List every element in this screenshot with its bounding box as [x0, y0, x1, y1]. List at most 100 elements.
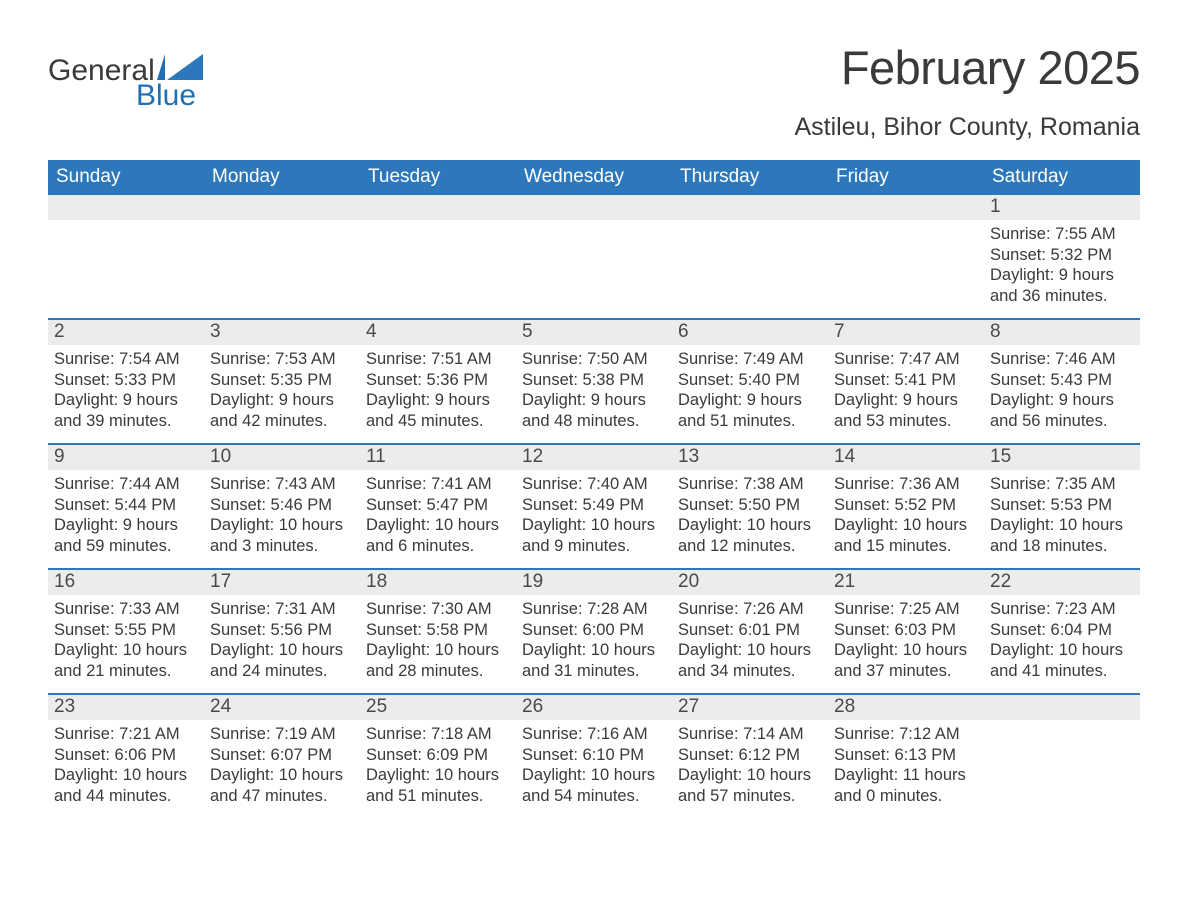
- day-number: 28: [828, 695, 984, 720]
- daybody-strip: Sunrise: 7:55 AMSunset: 5:32 PMDaylight:…: [48, 220, 1140, 318]
- sunset-text: Sunset: 5:38 PM: [522, 370, 666, 391]
- day-cell-body: Sunrise: 7:28 AMSunset: 6:00 PMDaylight:…: [516, 595, 672, 693]
- weekday-heading: Sunday: [48, 160, 204, 195]
- daylight-text-line2: and 9 minutes.: [522, 536, 666, 557]
- daylight-text-line2: and 57 minutes.: [678, 786, 822, 807]
- sunrise-text: Sunrise: 7:16 AM: [522, 724, 666, 745]
- daynum-strip: 2345678: [48, 320, 1140, 345]
- logo-word2: Blue: [48, 82, 203, 109]
- day-cell-body: Sunrise: 7:30 AMSunset: 5:58 PMDaylight:…: [360, 595, 516, 693]
- daylight-text-line1: Daylight: 10 hours: [522, 765, 666, 786]
- daylight-text-line2: and 12 minutes.: [678, 536, 822, 557]
- sunset-text: Sunset: 5:49 PM: [522, 495, 666, 516]
- sunrise-text: Sunrise: 7:40 AM: [522, 474, 666, 495]
- sunset-text: Sunset: 5:36 PM: [366, 370, 510, 391]
- daylight-text-line1: Daylight: 9 hours: [834, 390, 978, 411]
- day-cell-body: [48, 220, 204, 318]
- logo: General Blue: [48, 40, 203, 109]
- daylight-text-line2: and 15 minutes.: [834, 536, 978, 557]
- daylight-text-line1: Daylight: 10 hours: [678, 640, 822, 661]
- calendar-week-row: 2345678Sunrise: 7:54 AMSunset: 5:33 PMDa…: [48, 318, 1140, 443]
- daylight-text-line1: Daylight: 10 hours: [522, 515, 666, 536]
- day-number: 11: [360, 445, 516, 470]
- daylight-text-line1: Daylight: 9 hours: [522, 390, 666, 411]
- day-number: 5: [516, 320, 672, 345]
- day-cell-body: Sunrise: 7:14 AMSunset: 6:12 PMDaylight:…: [672, 720, 828, 818]
- page-header: General Blue February 2025 Astileu, Biho…: [48, 40, 1140, 142]
- daylight-text-line1: Daylight: 10 hours: [54, 765, 198, 786]
- sunrise-text: Sunrise: 7:18 AM: [366, 724, 510, 745]
- day-cell-body: [672, 220, 828, 318]
- day-cell-body: Sunrise: 7:21 AMSunset: 6:06 PMDaylight:…: [48, 720, 204, 818]
- sunset-text: Sunset: 5:55 PM: [54, 620, 198, 641]
- day-cell-body: Sunrise: 7:19 AMSunset: 6:07 PMDaylight:…: [204, 720, 360, 818]
- day-number: 25: [360, 695, 516, 720]
- sunrise-text: Sunrise: 7:35 AM: [990, 474, 1134, 495]
- sunset-text: Sunset: 6:00 PM: [522, 620, 666, 641]
- sunset-text: Sunset: 6:13 PM: [834, 745, 978, 766]
- daylight-text-line1: Daylight: 9 hours: [990, 390, 1134, 411]
- sunrise-text: Sunrise: 7:47 AM: [834, 349, 978, 370]
- daylight-text-line1: Daylight: 9 hours: [210, 390, 354, 411]
- day-number: 17: [204, 570, 360, 595]
- weekday-heading: Saturday: [984, 160, 1140, 195]
- sunrise-text: Sunrise: 7:36 AM: [834, 474, 978, 495]
- weekday-heading: Thursday: [672, 160, 828, 195]
- daylight-text-line2: and 51 minutes.: [366, 786, 510, 807]
- daylight-text-line2: and 41 minutes.: [990, 661, 1134, 682]
- daylight-text-line2: and 51 minutes.: [678, 411, 822, 432]
- daylight-text-line2: and 31 minutes.: [522, 661, 666, 682]
- sunrise-text: Sunrise: 7:46 AM: [990, 349, 1134, 370]
- day-cell-body: [516, 220, 672, 318]
- daylight-text-line1: Daylight: 10 hours: [366, 515, 510, 536]
- day-number: 24: [204, 695, 360, 720]
- sunset-text: Sunset: 5:40 PM: [678, 370, 822, 391]
- day-number: 9: [48, 445, 204, 470]
- daylight-text-line2: and 36 minutes.: [990, 286, 1134, 307]
- day-cell-body: [984, 720, 1140, 818]
- sunset-text: Sunset: 6:04 PM: [990, 620, 1134, 641]
- daylight-text-line2: and 59 minutes.: [54, 536, 198, 557]
- daylight-text-line2: and 48 minutes.: [522, 411, 666, 432]
- sunrise-text: Sunrise: 7:51 AM: [366, 349, 510, 370]
- sunset-text: Sunset: 5:56 PM: [210, 620, 354, 641]
- sunrise-text: Sunrise: 7:14 AM: [678, 724, 822, 745]
- day-cell-body: Sunrise: 7:36 AMSunset: 5:52 PMDaylight:…: [828, 470, 984, 568]
- title-block: February 2025 Astileu, Bihor County, Rom…: [794, 40, 1140, 142]
- day-cell-body: Sunrise: 7:40 AMSunset: 5:49 PMDaylight:…: [516, 470, 672, 568]
- weekday-header-row: Sunday Monday Tuesday Wednesday Thursday…: [48, 160, 1140, 195]
- calendar-week-row: 232425262728 Sunrise: 7:21 AMSunset: 6:0…: [48, 693, 1140, 818]
- sunset-text: Sunset: 5:41 PM: [834, 370, 978, 391]
- daylight-text-line1: Daylight: 9 hours: [54, 515, 198, 536]
- day-number: 21: [828, 570, 984, 595]
- sunset-text: Sunset: 6:06 PM: [54, 745, 198, 766]
- sunset-text: Sunset: 6:10 PM: [522, 745, 666, 766]
- day-cell-body: Sunrise: 7:41 AMSunset: 5:47 PMDaylight:…: [360, 470, 516, 568]
- daylight-text-line2: and 24 minutes.: [210, 661, 354, 682]
- sunset-text: Sunset: 5:44 PM: [54, 495, 198, 516]
- day-number: 14: [828, 445, 984, 470]
- weekday-heading: Friday: [828, 160, 984, 195]
- daylight-text-line1: Daylight: 9 hours: [990, 265, 1134, 286]
- calendar-weeks: 1Sunrise: 7:55 AMSunset: 5:32 PMDaylight…: [48, 195, 1140, 818]
- daylight-text-line1: Daylight: 10 hours: [366, 765, 510, 786]
- daynum-strip: 9101112131415: [48, 445, 1140, 470]
- day-cell-body: Sunrise: 7:44 AMSunset: 5:44 PMDaylight:…: [48, 470, 204, 568]
- sunset-text: Sunset: 5:58 PM: [366, 620, 510, 641]
- daylight-text-line1: Daylight: 10 hours: [990, 640, 1134, 661]
- day-cell-body: Sunrise: 7:18 AMSunset: 6:09 PMDaylight:…: [360, 720, 516, 818]
- daylight-text-line2: and 53 minutes.: [834, 411, 978, 432]
- day-number: 18: [360, 570, 516, 595]
- daybody-strip: Sunrise: 7:21 AMSunset: 6:06 PMDaylight:…: [48, 720, 1140, 818]
- daybody-strip: Sunrise: 7:44 AMSunset: 5:44 PMDaylight:…: [48, 470, 1140, 568]
- weekday-heading: Monday: [204, 160, 360, 195]
- day-cell-body: Sunrise: 7:54 AMSunset: 5:33 PMDaylight:…: [48, 345, 204, 443]
- day-number: 2: [48, 320, 204, 345]
- calendar-week-row: 16171819202122Sunrise: 7:33 AMSunset: 5:…: [48, 568, 1140, 693]
- sunset-text: Sunset: 6:01 PM: [678, 620, 822, 641]
- daylight-text-line2: and 42 minutes.: [210, 411, 354, 432]
- daylight-text-line2: and 34 minutes.: [678, 661, 822, 682]
- daylight-text-line1: Daylight: 10 hours: [366, 640, 510, 661]
- day-number: 27: [672, 695, 828, 720]
- sunrise-text: Sunrise: 7:49 AM: [678, 349, 822, 370]
